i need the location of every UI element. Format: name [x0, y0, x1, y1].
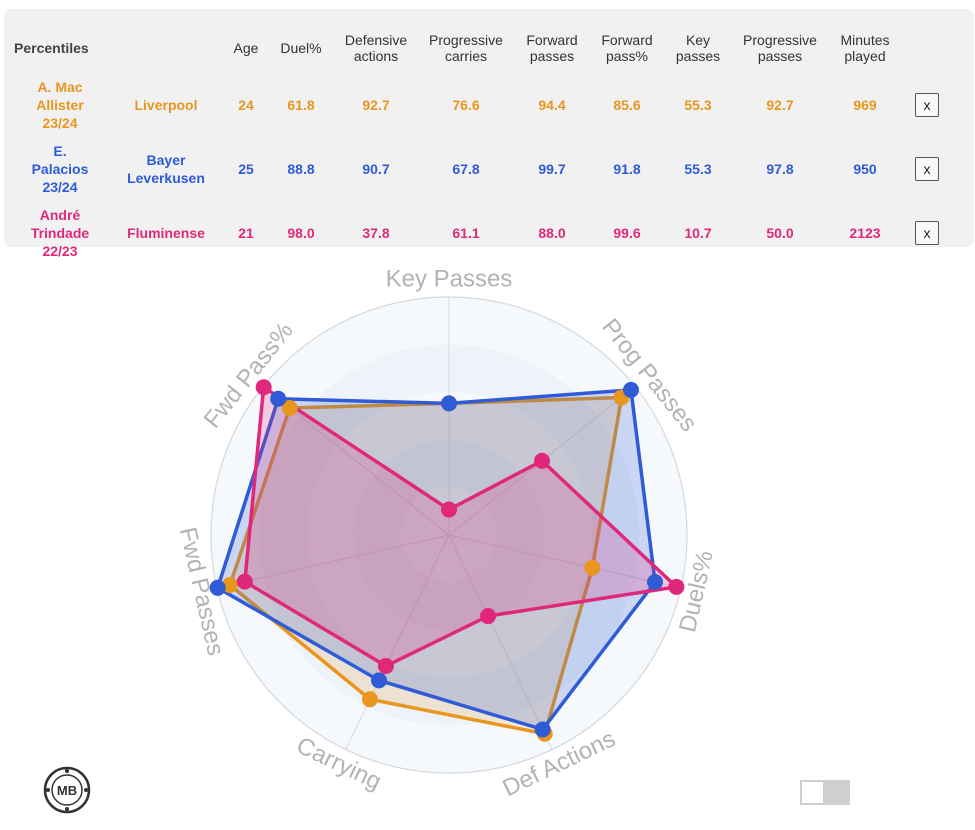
- data-point: [668, 578, 685, 595]
- stat-value: 92.7: [766, 97, 794, 113]
- data-point: [221, 576, 238, 593]
- stat-value: 99.7: [538, 161, 566, 177]
- remove-cell: x: [900, 137, 954, 201]
- series-area: [215, 388, 657, 732]
- stat-value: 90.7: [362, 161, 390, 177]
- stat-value: 88.8: [287, 161, 315, 177]
- team-name: Liverpool: [134, 97, 198, 113]
- header-remove: [900, 23, 954, 73]
- stat-value: 969: [853, 97, 877, 113]
- stat-value: 67.8: [452, 161, 480, 177]
- stat-value: 99.6: [613, 225, 641, 241]
- header-age: Age: [233, 40, 259, 56]
- stat-value: 10.7: [684, 225, 712, 241]
- grid-spoke: [345, 534, 450, 750]
- grid-spoke: [216, 534, 450, 589]
- header-duel-pct: Duel%: [280, 40, 322, 56]
- header-forward-passes: Forward passes: [526, 32, 578, 64]
- stat-value: 92.7: [362, 97, 390, 113]
- data-point: [534, 721, 551, 738]
- grid-spoke: [448, 534, 682, 589]
- data-point: [281, 399, 298, 416]
- data-point: [270, 390, 287, 407]
- stat-value: 55.3: [684, 97, 712, 113]
- table-row: E. Palacios 23/24 Bayer Leverkusen 25 88.8 9…: [14, 137, 954, 201]
- radar-series: [215, 385, 679, 736]
- header-minutes-played: Minutes played: [840, 32, 890, 64]
- table-row: André Trindade 22/23 Fluminense 21 98.0 37.8…: [14, 201, 954, 265]
- data-point: [370, 672, 387, 689]
- header-forward-pass-pct: Forward pass%: [601, 32, 653, 64]
- team-name: Fluminense: [127, 225, 205, 241]
- data-point: [361, 691, 378, 708]
- player-name: A. Mac Allister 23/24: [36, 79, 84, 131]
- stat-value: 50.0: [766, 225, 794, 241]
- toggle-knob[interactable]: [802, 782, 823, 803]
- stat-value: 61.1: [452, 225, 480, 241]
- toggle-switch[interactable]: [800, 780, 850, 805]
- stat-value: 91.8: [613, 161, 641, 177]
- axis-label: Key Passes: [386, 265, 513, 292]
- stat-value: 88.0: [538, 225, 566, 241]
- stat-value: 37.8: [362, 225, 390, 241]
- table-header-row: Percentiles Age Duel% Defensive actions …: [14, 23, 954, 73]
- player-name: E. Palacios 23/24: [31, 143, 89, 195]
- stat-value: 61.8: [287, 97, 315, 113]
- data-point: [441, 395, 457, 412]
- logo-text: MB: [57, 783, 77, 798]
- data-point: [534, 452, 551, 469]
- data-point: [647, 574, 664, 591]
- radar-points: [209, 379, 685, 742]
- series-area: [243, 385, 679, 668]
- header-progressive-carries: Progressive carries: [429, 32, 503, 64]
- player-name: André Trindade 22/23: [30, 207, 90, 259]
- stat-value: 55.3: [684, 161, 712, 177]
- header-progressive-passes: Progressive passes: [743, 32, 817, 64]
- remove-cell: x: [900, 201, 954, 265]
- data-point: [480, 608, 497, 625]
- mb-logo-icon: MB: [43, 766, 91, 814]
- data-point: [584, 559, 601, 576]
- table-row: A. Mac Allister 23/24 Liverpool 24 61.8 92.7…: [14, 73, 954, 137]
- stat-value: 94.4: [538, 97, 566, 113]
- stat-value: 25: [238, 161, 254, 177]
- data-point: [255, 379, 272, 396]
- stat-value: 2123: [849, 225, 881, 241]
- stat-value: 85.6: [613, 97, 641, 113]
- header-key-passes: Key passes: [675, 32, 721, 64]
- data-point: [377, 658, 394, 675]
- remove-player-button[interactable]: x: [915, 221, 939, 245]
- stat-value: 97.8: [766, 161, 794, 177]
- remove-cell: x: [900, 73, 954, 137]
- header-team: [106, 23, 226, 73]
- remove-player-button[interactable]: x: [915, 157, 939, 181]
- table-title: Percentiles: [14, 40, 89, 56]
- data-point: [622, 381, 639, 398]
- comparison-panel: Percentiles Age Duel% Defensive actions …: [4, 9, 974, 259]
- team-name: Bayer Leverkusen: [127, 152, 205, 186]
- percentiles-table: Percentiles Age Duel% Defensive actions …: [14, 23, 954, 265]
- stat-value: 21: [238, 225, 254, 241]
- stat-value: 76.6: [452, 97, 480, 113]
- grid-spoke: [448, 534, 553, 750]
- stat-value: 950: [853, 161, 877, 177]
- remove-player-button[interactable]: x: [915, 93, 939, 117]
- data-point: [209, 579, 226, 596]
- stat-value: 24: [238, 97, 254, 113]
- data-point: [236, 573, 253, 590]
- header-defensive-actions: Defensive actions: [344, 32, 408, 64]
- stat-value: 98.0: [287, 225, 315, 241]
- data-point: [441, 501, 457, 518]
